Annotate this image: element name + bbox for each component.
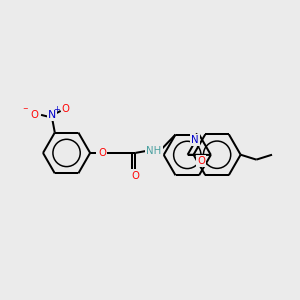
Text: N: N <box>48 110 56 120</box>
Text: O: O <box>61 104 70 114</box>
Text: NH: NH <box>146 146 162 156</box>
Text: O: O <box>98 148 106 158</box>
Text: O: O <box>30 110 38 120</box>
Text: O: O <box>131 170 139 181</box>
Text: N: N <box>191 135 199 145</box>
Text: $^-$: $^-$ <box>21 106 29 115</box>
Text: O: O <box>197 156 205 166</box>
Text: +: + <box>53 106 60 115</box>
